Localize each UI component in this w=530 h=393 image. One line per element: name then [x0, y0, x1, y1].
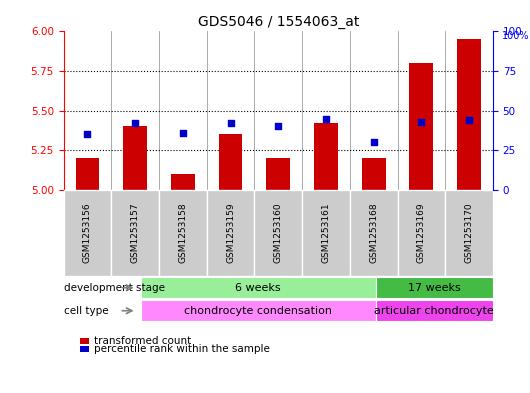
Bar: [123, 127, 147, 190]
Text: 100%: 100%: [501, 31, 529, 41]
Bar: [457, 39, 481, 190]
Text: GSM1253156: GSM1253156: [83, 203, 92, 263]
Point: [179, 130, 187, 136]
Point: [226, 120, 235, 127]
Title: GDS5046 / 1554063_at: GDS5046 / 1554063_at: [198, 15, 359, 29]
Point: [369, 139, 378, 145]
Point: [83, 131, 92, 138]
Bar: [314, 123, 338, 190]
Text: 6 weeks: 6 weeks: [235, 283, 281, 293]
Point: [131, 120, 139, 127]
Text: GSM1253169: GSM1253169: [417, 203, 426, 263]
Bar: [376, 300, 493, 321]
Text: cell type: cell type: [64, 306, 108, 316]
Point: [465, 117, 473, 123]
Bar: [218, 134, 243, 190]
Bar: [350, 190, 398, 276]
Bar: [398, 190, 445, 276]
Bar: [141, 277, 376, 298]
Text: transformed count: transformed count: [94, 336, 191, 346]
Text: GSM1253161: GSM1253161: [322, 203, 330, 263]
Bar: [254, 190, 302, 276]
Bar: [159, 190, 207, 276]
Text: GSM1253158: GSM1253158: [179, 203, 187, 263]
Bar: [171, 174, 195, 190]
Point: [274, 123, 282, 130]
Text: development stage: development stage: [64, 283, 165, 293]
Text: GSM1253157: GSM1253157: [131, 203, 139, 263]
Bar: [75, 158, 100, 190]
Bar: [207, 190, 254, 276]
Text: GSM1253168: GSM1253168: [369, 203, 378, 263]
Text: GSM1253159: GSM1253159: [226, 203, 235, 263]
Bar: [361, 158, 386, 190]
Bar: [410, 63, 434, 190]
Text: articular chondrocyte: articular chondrocyte: [374, 306, 494, 316]
Bar: [266, 158, 290, 190]
Text: 17 weeks: 17 weeks: [408, 283, 461, 293]
Point: [322, 116, 330, 122]
Bar: [376, 277, 493, 298]
Text: GSM1253160: GSM1253160: [274, 203, 282, 263]
Bar: [111, 190, 159, 276]
Bar: [445, 190, 493, 276]
Point: [417, 119, 426, 125]
Bar: [64, 190, 111, 276]
Text: chondrocyte condensation: chondrocyte condensation: [184, 306, 332, 316]
Text: percentile rank within the sample: percentile rank within the sample: [94, 344, 270, 354]
Bar: [302, 190, 350, 276]
Text: GSM1253170: GSM1253170: [465, 203, 473, 263]
Bar: [141, 300, 376, 321]
